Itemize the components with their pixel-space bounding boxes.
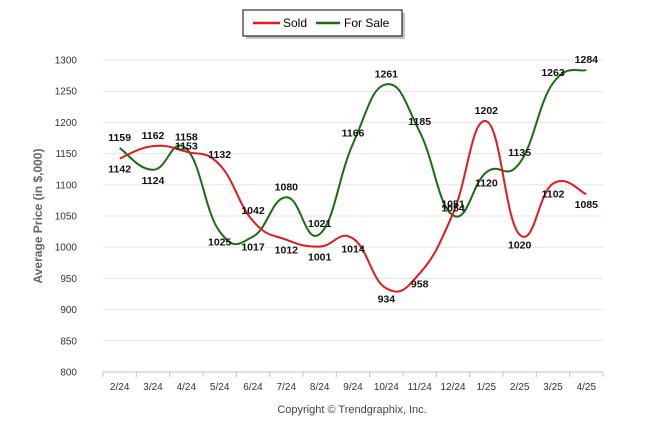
y-tick-label: 1300 — [55, 56, 78, 67]
x-tick-label: 4/24 — [177, 382, 197, 393]
data-label-sold: 1102 — [542, 189, 565, 201]
copyright-footer: Copyright © Trendgraphix, Inc. — [277, 404, 426, 416]
x-tick-label: 6/24 — [243, 382, 263, 393]
data-label-sold: 1001 — [308, 252, 332, 264]
data-label-sold: 1162 — [142, 130, 165, 142]
data-label-sold: 934 — [378, 293, 396, 305]
data-label-sold: 1153 — [175, 141, 198, 153]
grid-lines — [103, 59, 603, 373]
x-tick-label: 5/24 — [210, 382, 230, 393]
data-label-for-sale: 1159 — [108, 132, 131, 144]
data-label-for-sale: 1025 — [208, 237, 232, 249]
y-axis-label: Average Price (in $,000) — [31, 149, 45, 284]
data-label-for-sale: 1021 — [308, 218, 332, 230]
data-label-for-sale: 1166 — [342, 128, 365, 140]
axes: 800 850 900 950 1000 1050 1100 1150 1200 1250 1300… — [55, 56, 604, 393]
y-tick-label: 800 — [60, 368, 77, 379]
x-tick-label: 8/24 — [310, 382, 330, 393]
data-label-for-sale: 1284 — [575, 54, 599, 66]
data-label-for-sale: 1263 — [541, 67, 565, 79]
data-label-sold: 1085 — [575, 199, 599, 211]
data-label-for-sale: 1080 — [275, 181, 299, 193]
x-tick-label: 1/25 — [477, 382, 497, 393]
data-label-sold: 958 — [411, 278, 429, 290]
y-tick-label: 950 — [60, 274, 77, 285]
data-label-for-sale: 1120 — [475, 177, 498, 189]
x-tick-label: 10/24 — [374, 382, 399, 393]
y-tick-label: 850 — [60, 336, 77, 347]
y-tick-label: 1250 — [55, 87, 78, 98]
data-labels: 1142 1162 1153 1132 1042 1012 1001 1014 934 958 10… — [108, 54, 598, 305]
data-label-for-sale: 1051 — [441, 198, 465, 210]
data-label-for-sale: 1261 — [375, 68, 399, 80]
data-label-for-sale: 1135 — [508, 147, 531, 159]
data-label-sold: 1014 — [341, 243, 365, 255]
data-label-sold: 1202 — [475, 105, 499, 117]
y-tick-label: 900 — [60, 305, 77, 316]
legend: Sold For Sale — [242, 9, 405, 39]
data-label-sold: 1054 — [441, 203, 465, 215]
data-label-sold: 1012 — [275, 245, 299, 257]
x-tick-label: 9/24 — [343, 382, 363, 393]
y-tick-label: 1050 — [55, 212, 78, 223]
data-label-sold: 1042 — [241, 205, 265, 217]
x-tick-label: 7/24 — [277, 382, 297, 393]
y-tick-label: 1000 — [55, 243, 78, 254]
data-label-for-sale: 1017 — [241, 242, 265, 254]
legend-label-sold: Sold — [283, 16, 307, 30]
y-tick-label: 1150 — [55, 149, 77, 160]
x-tick-label: 11/24 — [408, 382, 433, 393]
series-line-for-sale — [119, 68, 587, 246]
x-tick-label: 3/24 — [143, 382, 163, 393]
series-lines — [119, 68, 587, 293]
data-label-for-sale: 1185 — [408, 116, 431, 128]
series-line-sold — [119, 120, 587, 293]
y-tick-label: 1100 — [55, 180, 77, 191]
data-label-for-sale: 1158 — [175, 132, 198, 144]
x-tick-label: 4/25 — [577, 382, 597, 393]
x-tick-label: 2/24 — [110, 382, 130, 393]
x-tick-label: 2/25 — [510, 382, 530, 393]
data-label-sold: 1132 — [208, 149, 231, 161]
x-tick-label: 12/24 — [440, 382, 465, 393]
legend-label-for-sale: For Sale — [344, 16, 390, 30]
y-tick-label: 1200 — [55, 118, 78, 129]
data-label-for-sale: 1124 — [142, 175, 165, 187]
x-tick-label: 3/25 — [543, 382, 563, 393]
data-label-sold: 1020 — [508, 240, 532, 252]
data-label-sold: 1142 — [108, 164, 131, 176]
